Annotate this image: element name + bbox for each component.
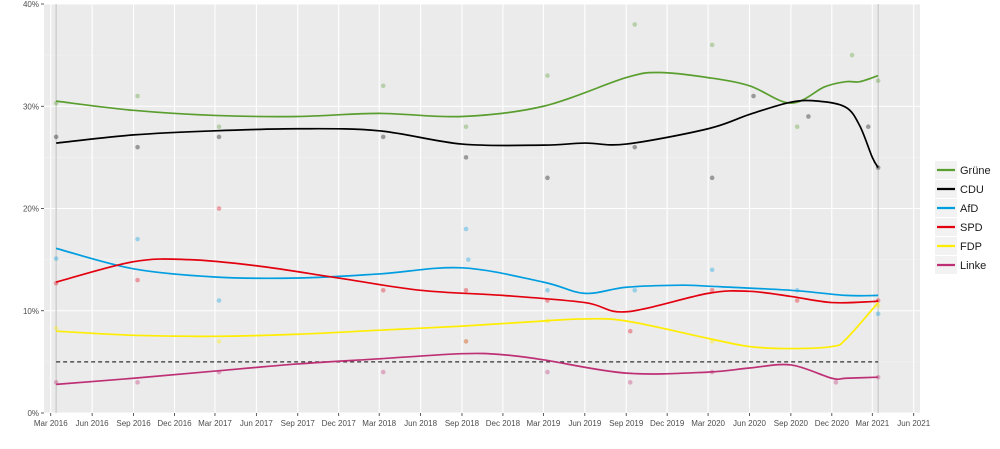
trend-line-fdp — [56, 302, 879, 350]
x-tick-label: Jun 2018 — [404, 419, 437, 428]
poll-point-afd — [463, 226, 469, 232]
trend-line-spd — [55, 258, 879, 313]
y-tick-label: 20% — [23, 205, 39, 214]
poll-point-cdu — [53, 134, 59, 140]
trend-line-cdu — [56, 99, 879, 169]
poll-point-fdp — [216, 339, 222, 344]
poll-point-grüne — [849, 52, 855, 58]
poll-point-linke — [380, 369, 386, 375]
trend-line-linke — [56, 352, 879, 386]
x-tick-label: Dec 2017 — [322, 419, 357, 428]
poll-point-cdu — [463, 155, 469, 160]
poll-point-linke — [833, 380, 839, 385]
x-tick-label: Sep 2019 — [609, 419, 644, 428]
poll-point-spd — [380, 288, 386, 293]
poll-point-afd — [545, 288, 550, 293]
poll-point-cdu — [380, 134, 386, 140]
x-tick-label: Jun 2017 — [240, 419, 273, 428]
poll-point-afd — [709, 267, 715, 273]
x-tick-label: Mar 2016 — [34, 419, 68, 428]
x-tick-label: Dec 2019 — [650, 419, 685, 428]
poll-point-grüne — [545, 73, 550, 78]
poll-point-spd — [135, 277, 140, 283]
x-tick-label: Mar 2019 — [527, 419, 561, 428]
y-tick-label: 40% — [23, 0, 39, 9]
poll-point-grüne — [632, 22, 638, 27]
poll-point-fdp — [463, 339, 469, 344]
legend: Grüne CDU AfD SPD FDP Linke — [935, 161, 991, 274]
legend-label-cdu: CDU — [960, 184, 984, 196]
poll-point-grüne — [709, 42, 715, 48]
poll-point-grüne — [380, 83, 386, 89]
poll-point-linke — [135, 380, 140, 385]
poll-point-spd — [216, 206, 222, 211]
x-tick-label: Dec 2018 — [486, 419, 521, 428]
x-tick-label: Mar 2017 — [198, 419, 232, 428]
poll-point-afd — [135, 236, 140, 242]
poll-point-linke — [463, 339, 469, 344]
legend-label-linke: Linke — [960, 260, 986, 272]
x-tick-label: Dec 2020 — [815, 419, 850, 428]
poll-point-cdu — [865, 124, 871, 129]
poll-point-grüne — [463, 124, 469, 129]
trend-line-grüne — [56, 71, 879, 118]
x-tick-label: Sep 2018 — [445, 419, 480, 428]
poll-point-grüne — [875, 78, 881, 83]
poll-point-cdu — [709, 175, 715, 181]
poll-point-cdu — [632, 144, 638, 150]
trend-line-afd — [55, 247, 879, 297]
poll-point-cdu — [545, 175, 550, 181]
vertical-reference-lines — [55, 4, 879, 413]
x-tick-label: Sep 2020 — [774, 419, 809, 428]
poll-point-cdu — [216, 134, 222, 140]
legend-label-spd: SPD — [960, 222, 983, 234]
poll-point-linke — [627, 380, 633, 385]
y-tick-label: 0% — [27, 409, 39, 418]
x-tick-label: Jun 2021 — [897, 419, 930, 428]
y-axis: 0% 10% 20% 30% 40% — [23, 0, 44, 418]
x-tick-label: Sep 2017 — [281, 419, 316, 428]
x-tick-label: Jun 2016 — [76, 419, 109, 428]
poll-point-afd — [875, 311, 881, 317]
grid-layer — [44, 3, 920, 414]
y-tick-label: 30% — [23, 102, 39, 111]
poll-point-afd — [216, 298, 222, 303]
poll-point-linke — [545, 369, 550, 375]
poll-point-afd — [632, 288, 638, 293]
poll-point-spd — [463, 288, 469, 293]
y-tick-label: 10% — [23, 307, 39, 316]
poll-point-grüne — [794, 124, 800, 129]
x-tick-label: Mar 2021 — [855, 419, 889, 428]
poll-point-spd — [627, 328, 633, 334]
x-tick-label: Jun 2019 — [568, 419, 601, 428]
poll-point-grüne — [135, 93, 140, 99]
poll-point-fdp — [53, 325, 59, 331]
legend-label-afd: AfD — [960, 203, 978, 215]
trend-lines-layer — [55, 71, 879, 386]
legend-label-fdp: FDP — [960, 241, 982, 253]
x-tick-label: Mar 2020 — [691, 419, 725, 428]
poll-point-afd — [53, 256, 59, 261]
x-axis: Mar 2016 Jun 2016 Sep 2016 Dec 2016 Mar 2017… — [34, 413, 931, 428]
x-tick-label: Jun 2020 — [733, 419, 766, 428]
legend-label-grüne: Grüne — [960, 165, 991, 177]
x-tick-label: Dec 2016 — [157, 419, 192, 428]
x-tick-label: Sep 2016 — [116, 419, 151, 428]
poll-point-grüne — [216, 124, 222, 129]
x-tick-label: Mar 2018 — [362, 419, 396, 428]
poll-point-spd — [794, 298, 800, 303]
poll-point-cdu — [751, 93, 756, 99]
poll-point-afd — [465, 257, 471, 262]
poll-point-cdu — [135, 144, 140, 150]
poll-point-spd — [709, 288, 715, 293]
poll-point-cdu — [806, 114, 811, 119]
